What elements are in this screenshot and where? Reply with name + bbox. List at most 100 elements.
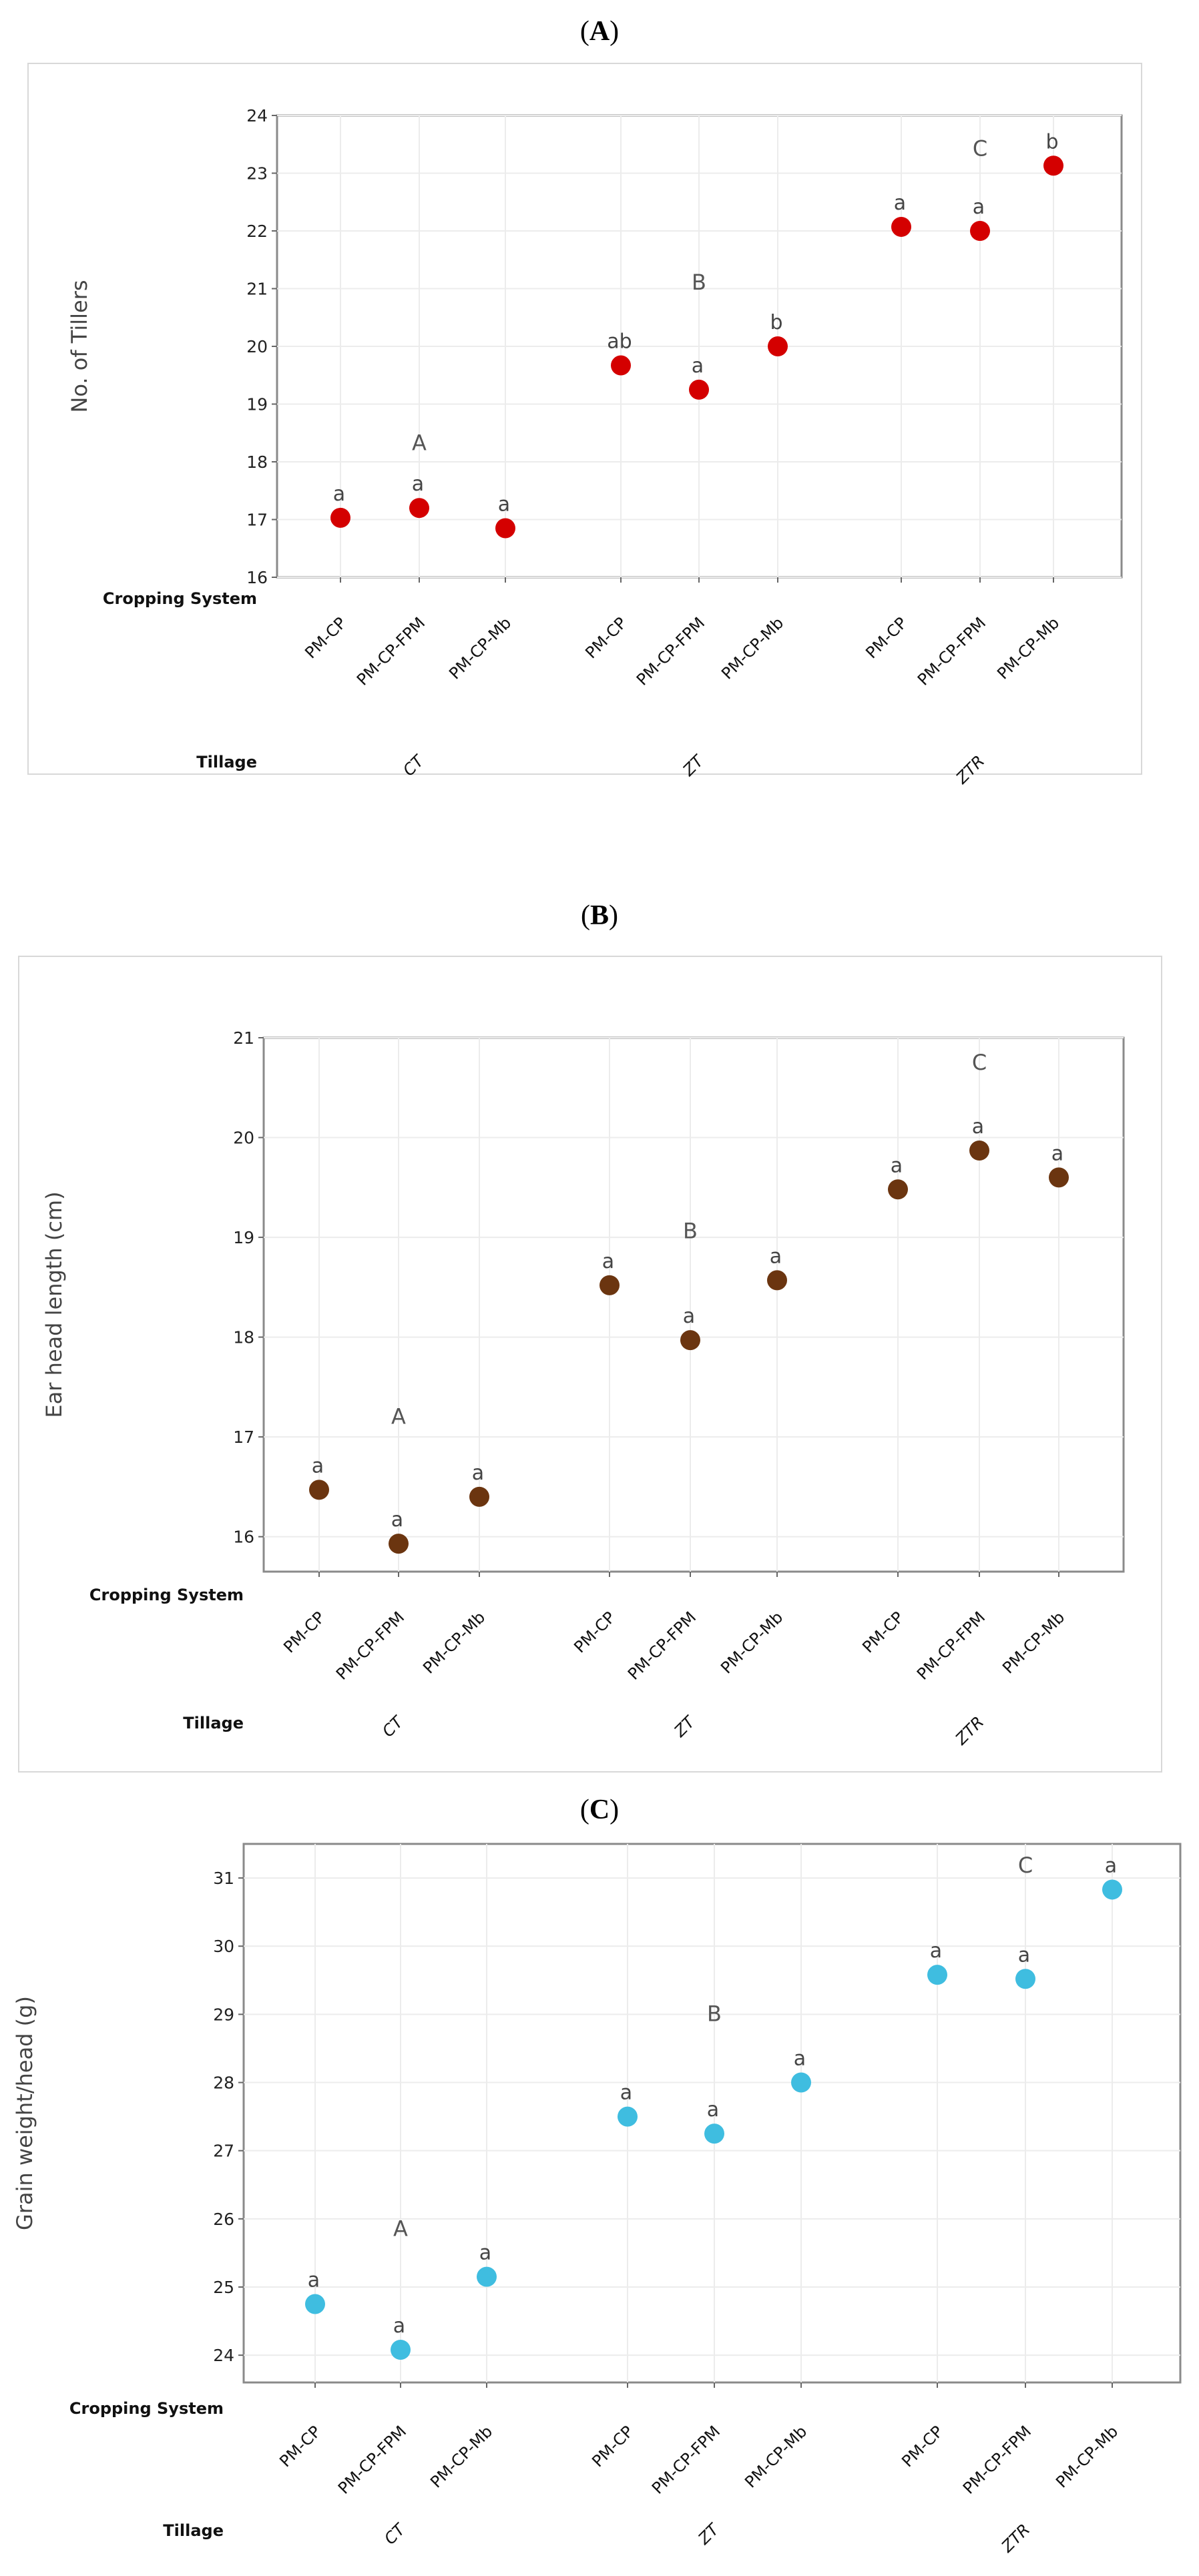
ytick-label: 29 xyxy=(213,2005,234,2024)
data-point xyxy=(1102,1879,1122,1900)
point-letter: a xyxy=(602,1250,614,1273)
plot-area xyxy=(242,1843,1182,2384)
data-point xyxy=(391,2339,411,2360)
y-axis-title: No. of Tillers xyxy=(67,280,92,412)
group-letter: C xyxy=(972,1050,987,1075)
point-letter: a xyxy=(683,1305,695,1328)
panel-1: (A) 16 17 18 19 20 21 22 23 24 No. of Tillers Cropp… xyxy=(27,16,1142,788)
x-category-label: PM-CP-FPM xyxy=(648,2422,724,2497)
data-point xyxy=(600,1275,620,1295)
group-letter: B xyxy=(692,270,706,295)
ytick-label: 16 xyxy=(246,568,268,587)
panel-title: (C) xyxy=(580,1795,619,1825)
panel-2: (B) 16 17 18 19 20 21 Ear head length (cm) Cropp… xyxy=(18,900,1162,1773)
cropping-system-label: Cropping System xyxy=(103,589,257,608)
data-point xyxy=(891,216,911,237)
point-letter: ab xyxy=(607,330,632,354)
cropping-system-label: Cropping System xyxy=(89,1586,244,1604)
ytick-label: 27 xyxy=(213,2142,234,2161)
x-category-label: PM-CP xyxy=(898,2422,947,2471)
point-letter: a xyxy=(308,2269,320,2292)
ytick-label: 20 xyxy=(246,337,268,356)
point-letter: a xyxy=(472,1462,484,1485)
ytick-label: 17 xyxy=(233,1427,254,1447)
x-category-label: PM-CP-Mb xyxy=(427,2422,496,2491)
data-point xyxy=(409,498,429,519)
data-point xyxy=(791,2072,811,2093)
x-category-label: PM-CP-Mb xyxy=(741,2422,810,2491)
point-letter: a xyxy=(770,1245,782,1268)
ytick-label: 22 xyxy=(246,222,268,241)
group-letter: A xyxy=(391,1404,406,1429)
data-point xyxy=(477,2266,497,2287)
point-letter: a xyxy=(620,2081,632,2105)
ytick-label: 28 xyxy=(213,2073,234,2093)
data-point xyxy=(1049,1167,1069,1188)
x-category-label: PM-CP-FPM xyxy=(334,2422,410,2497)
point-letter: a xyxy=(692,354,704,378)
ytick-label: 21 xyxy=(233,1028,254,1048)
data-point xyxy=(495,518,515,539)
ytick-label: 25 xyxy=(213,2278,234,2297)
point-letter: b xyxy=(770,311,782,334)
data-point xyxy=(330,507,350,528)
point-letter: a xyxy=(794,2047,806,2071)
group-letter: B xyxy=(683,1219,698,1244)
data-point xyxy=(888,1179,908,1200)
ytick-label: 24 xyxy=(213,2346,234,2365)
x-category-label: PM-CP xyxy=(588,2422,637,2471)
ytick-label: 18 xyxy=(246,452,268,472)
tillage-group-label: ZT xyxy=(694,2519,724,2549)
data-point xyxy=(305,2294,325,2314)
point-letter: a xyxy=(498,493,510,516)
point-letter: a xyxy=(1018,1943,1030,1967)
ytick-label: 21 xyxy=(246,280,268,299)
data-point xyxy=(767,1270,787,1291)
ytick-label: 31 xyxy=(213,1869,234,1888)
ytick-label: 30 xyxy=(213,1937,234,1956)
tillage-label: Tillage xyxy=(163,2521,224,2540)
point-letter: a xyxy=(333,482,345,506)
point-letter: a xyxy=(973,196,985,219)
cropping-system-label: Cropping System xyxy=(69,2399,224,2418)
data-point xyxy=(680,1330,700,1351)
ytick-label: 19 xyxy=(233,1228,254,1247)
x-category-label: PM-CP xyxy=(276,2422,324,2471)
data-point xyxy=(768,336,788,356)
panel-3: (C) 24 25 26 27 28 29 30 31 Grain weight/head (g)… xyxy=(12,1795,1182,2557)
data-point xyxy=(927,1965,947,1985)
group-letter: A xyxy=(412,430,427,456)
point-letter: a xyxy=(1105,1854,1117,1877)
data-point xyxy=(389,1534,409,1554)
data-point xyxy=(618,2106,638,2127)
group-letter: C xyxy=(1018,1853,1033,1878)
data-point xyxy=(689,379,709,400)
tillage-label: Tillage xyxy=(183,1714,244,1732)
data-point xyxy=(1015,1969,1035,1989)
point-letter: a xyxy=(930,1939,942,1963)
tillage-label: Tillage xyxy=(196,753,257,771)
x-category-label: PM-CP-Mb xyxy=(1052,2422,1122,2491)
data-point xyxy=(309,1480,329,1500)
point-letter: b xyxy=(1045,130,1058,153)
ytick-label: 26 xyxy=(213,2210,234,2229)
tillage-group-label: ZTR xyxy=(997,2520,1033,2556)
data-point xyxy=(1043,155,1063,176)
point-letter: a xyxy=(891,1154,903,1177)
y-axis-title: Ear head length (cm) xyxy=(41,1191,67,1417)
tillage-group-label: CT xyxy=(381,2519,410,2549)
y-axis-title: Grain weight/head (g) xyxy=(12,1996,37,2230)
ytick-label: 17 xyxy=(246,511,268,530)
ytick-label: 23 xyxy=(246,164,268,184)
plot-area xyxy=(262,1036,1125,1573)
panel-title: (A) xyxy=(580,16,619,47)
ytick-label: 18 xyxy=(233,1328,254,1347)
ytick-label: 16 xyxy=(233,1528,254,1547)
panel-title: (B) xyxy=(581,900,618,931)
data-point xyxy=(970,221,990,241)
data-point xyxy=(704,2124,724,2144)
group-letter: C xyxy=(973,136,987,162)
ytick-label: 20 xyxy=(233,1129,254,1148)
point-letter: a xyxy=(391,1508,403,1532)
